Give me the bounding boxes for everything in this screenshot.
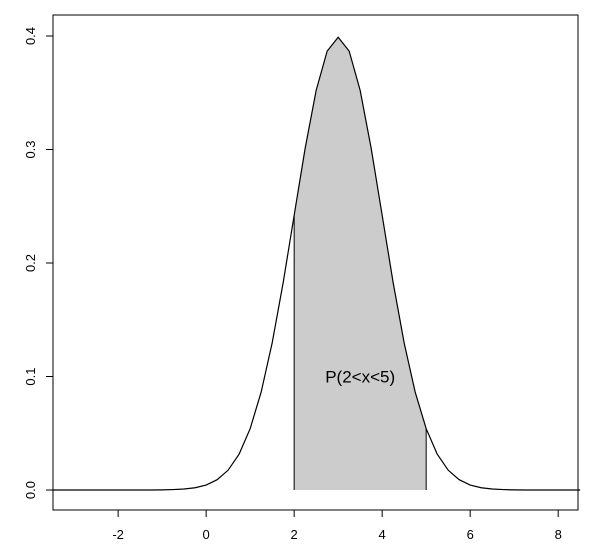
x-tick-label: 2 (291, 527, 298, 542)
y-tick-label: 0.1 (23, 367, 38, 385)
y-tick-label: 0.2 (23, 254, 38, 272)
y-tick-label: 0.4 (23, 27, 38, 45)
x-tick-label: 8 (555, 527, 562, 542)
density-curve (52, 36, 581, 491)
shaded-area (294, 37, 427, 491)
x-tick-label: 6 (467, 527, 474, 542)
x-tick-label: 0 (203, 527, 210, 542)
y-tick-label: 0.0 (23, 481, 38, 499)
plot-box (52, 14, 579, 511)
x-tick-label: -2 (112, 527, 124, 542)
x-tick-label: 4 (379, 527, 386, 542)
annotation: P(2<x<5) (325, 368, 395, 387)
y-tick-label: 0.3 (23, 140, 38, 158)
